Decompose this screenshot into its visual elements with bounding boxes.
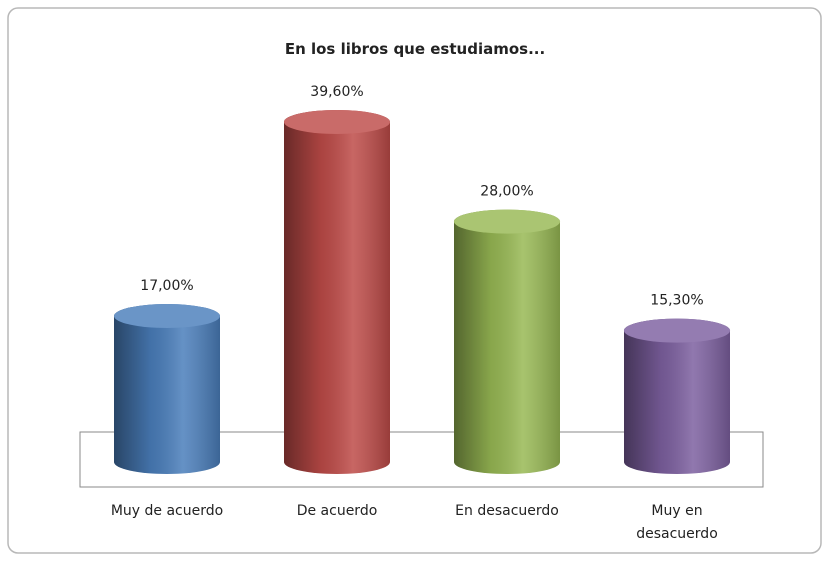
bar-top-highlight <box>114 304 220 329</box>
bar-top <box>284 110 390 134</box>
bar-top <box>454 209 560 234</box>
bar-shade <box>624 318 730 474</box>
value-label: 17,00% <box>140 278 193 294</box>
bar-top-highlight <box>284 110 390 134</box>
value-label: 15,30% <box>650 293 703 309</box>
bar-shade <box>454 209 560 474</box>
bar-top <box>624 318 730 343</box>
bar-shade <box>284 110 390 474</box>
bar-shade <box>114 304 220 474</box>
bar-top <box>114 304 220 329</box>
chart-title: En los libros que estudiamos... <box>285 40 545 58</box>
value-label: 28,00% <box>480 184 533 200</box>
value-label: 39,60% <box>310 84 363 100</box>
x-tick-label: De acuerdo <box>296 503 378 519</box>
x-tick-label: Muy en desacuerdo <box>636 503 718 542</box>
x-tick-label: Muy de acuerdo <box>110 503 224 519</box>
bar-top-highlight <box>454 209 560 234</box>
x-tick-label: En desacuerdo <box>455 503 559 519</box>
bar-top-highlight <box>624 318 730 343</box>
